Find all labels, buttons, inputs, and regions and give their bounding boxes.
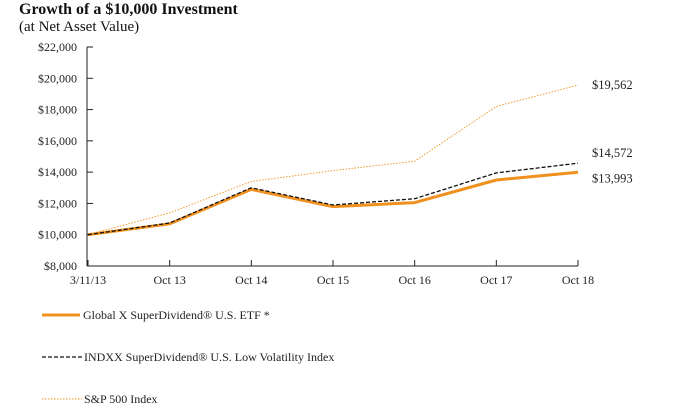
legend-label-0: Global X SuperDividend® U.S. ETF * — [83, 308, 270, 322]
y-tick-label: $16,000 — [38, 134, 77, 148]
legend: Global X SuperDividend® U.S. ETF * INDXX … — [42, 308, 334, 406]
x-tick-label: Oct 17 — [480, 273, 512, 287]
series-lines — [87, 84, 579, 237]
legend-label-2: S&P 500 Index — [84, 392, 158, 406]
y-tick-label: $20,000 — [38, 71, 77, 85]
chart-title: Growth of a $10,000 Investment — [19, 1, 238, 18]
end-labels: $13,993 $14,572 $19,562 — [592, 78, 633, 185]
series-line-0 — [87, 170, 579, 237]
x-tick-label: Oct 16 — [399, 273, 431, 287]
series-line-2 — [87, 84, 579, 236]
y-axis-ticks: $8,000 $10,000 $12,000 $14,000 $16,000 $18,00… — [38, 40, 93, 273]
chart-subtitle: (at Net Asset Value) — [19, 19, 140, 35]
y-tick-label: $18,000 — [38, 103, 77, 117]
x-tick-label: Oct 15 — [317, 273, 349, 287]
end-label-2: $19,562 — [592, 78, 633, 92]
y-tick-label: $8,000 — [44, 259, 77, 273]
series-line-1 — [87, 162, 579, 236]
end-label-0: $13,993 — [592, 171, 633, 185]
y-tick-label: $14,000 — [38, 165, 77, 179]
y-tick-label: $12,000 — [38, 196, 77, 210]
y-tick-label: $22,000 — [38, 40, 77, 54]
x-tick-label: Oct 14 — [235, 273, 267, 287]
axes — [86, 47, 578, 267]
y-tick-label: $10,000 — [38, 228, 77, 242]
end-label-1: $14,572 — [592, 146, 633, 160]
x-axis-ticks: 3/11/13 Oct 13 Oct 14 Oct 15 Oct 16 Oct 17 Oct… — [70, 260, 594, 287]
x-tick-label: Oct 13 — [154, 273, 186, 287]
x-tick-label: 3/11/13 — [70, 273, 106, 287]
legend-label-1: INDXX SuperDividend® U.S. Low Volatility… — [84, 350, 334, 364]
x-tick-label: Oct 18 — [562, 273, 594, 287]
